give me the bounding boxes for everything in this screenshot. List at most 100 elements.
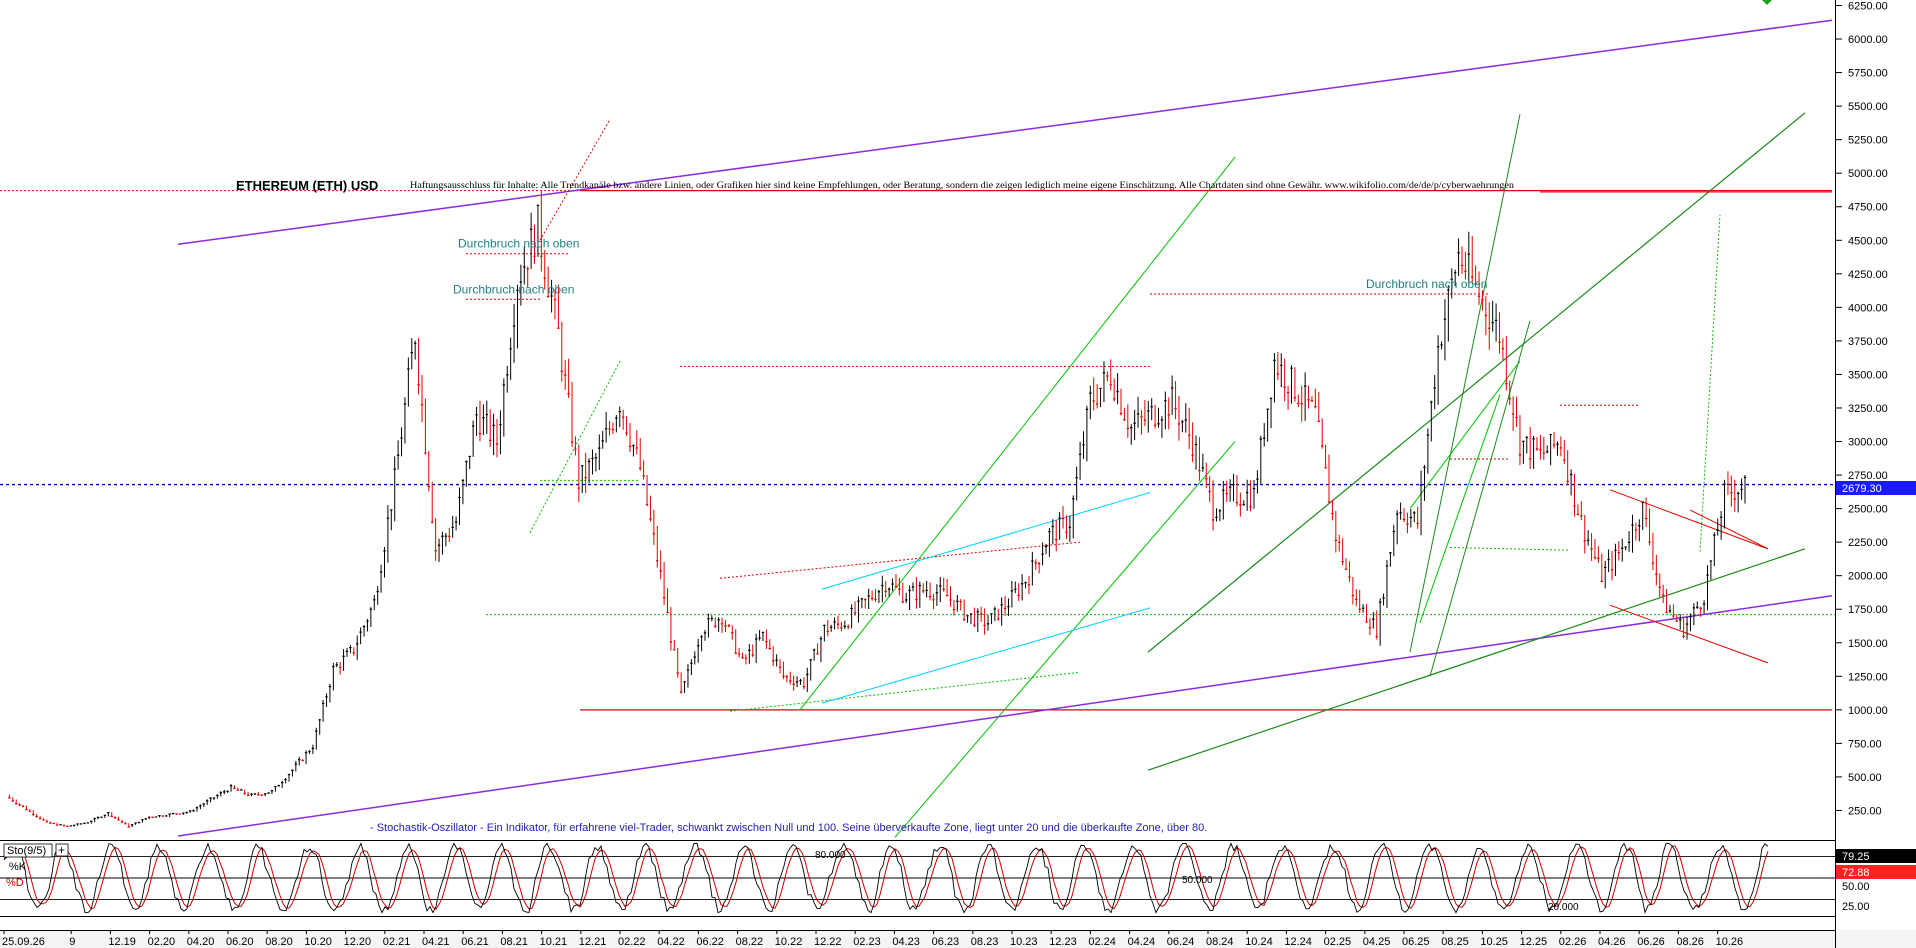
trend-line (1689, 509, 1769, 550)
trend-line (821, 492, 1151, 590)
dotted-support-line (729, 671, 1081, 712)
y-tick-label: 500.00 (1848, 772, 1882, 784)
k-label: %K (9, 861, 27, 873)
dotted-support-line (539, 119, 611, 241)
x-tick-label: 04.21 (422, 936, 450, 948)
y-tick-label: 2500.00 (1848, 504, 1888, 516)
d-last-value: 72.88 (1842, 867, 1870, 879)
y-tick-label: 3750.00 (1848, 336, 1888, 348)
x-tick-label: 10.25 (1480, 936, 1508, 948)
x-tick-label: 12.25 (1520, 936, 1548, 948)
x-tick-label: 06.21 (461, 936, 489, 948)
y-tick-label: 2750.00 (1848, 470, 1888, 482)
x-tick-label: 12.24 (1284, 936, 1312, 948)
last-price-tag: 2679.30 (1836, 481, 1916, 495)
trend-line (1609, 489, 1769, 550)
x-tick-label: 08.20 (265, 936, 293, 948)
y-tick-label: 250.00 (1848, 805, 1882, 817)
y-tick-label: 750.00 (1848, 738, 1882, 750)
stoch-tick-25: 25.00 (1842, 901, 1870, 913)
dotted-support-line (719, 541, 1081, 579)
x-tick-label: 08.26 (1676, 936, 1704, 948)
level-80-label: 80.000 (815, 850, 846, 861)
y-tick-label: 3250.00 (1848, 403, 1888, 415)
d-label: %D (6, 877, 24, 889)
trend-line (1429, 320, 1531, 677)
stochastic-panel: Sto(9/5) + %K %D 79.25 72.88 50.00 25.00… (0, 840, 1916, 917)
x-tick-label: 04.26 (1598, 936, 1626, 948)
x-tick-label: 25.09.26 (2, 936, 45, 948)
trend-line (1147, 112, 1806, 653)
x-tick-label: 04.25 (1363, 936, 1391, 948)
annotation-label: Durchbruch nach oben (453, 282, 574, 296)
trend-line (821, 607, 1151, 704)
stochastic-note: - Stochastik-Oszillator - Ein Indikator,… (370, 822, 1207, 834)
x-tick-label: 12.21 (579, 936, 607, 948)
plus-icon: + (58, 843, 65, 857)
dotted-support-line (1699, 214, 1721, 552)
x-tick-label: 10.21 (540, 936, 568, 948)
x-tick-label: 08.24 (1206, 936, 1234, 948)
y-tick-label: 2000.00 (1848, 571, 1888, 583)
stochastic-lines (3, 842, 1769, 915)
stochastic-levels (0, 855, 1836, 901)
x-tick-label: 02.22 (618, 936, 646, 948)
x-tick-label: 02.24 (1088, 936, 1116, 948)
trend-line (1409, 114, 1521, 653)
x-tick-label: 9 (69, 936, 75, 948)
stochastic-expand-button[interactable] (55, 843, 69, 857)
y-axis: 250.00 500.00 750.00 1000.00 1250.00 1500.00 1… (1836, 1, 1888, 817)
y-tick-label: 5000.00 (1848, 168, 1888, 180)
x-tick-label: 10.24 (1245, 936, 1273, 948)
x-tick-label: 06.25 (1402, 936, 1430, 948)
x-tick-label: 02.25 (1324, 936, 1352, 948)
stochastic-k-line (3, 842, 1769, 915)
x-tick-label: 12.23 (1049, 936, 1077, 948)
x-tick-label: 08.22 (736, 936, 764, 948)
y-tick-label: 3000.00 (1848, 437, 1888, 449)
x-tick-label: 08.23 (971, 936, 999, 948)
trendlines (0, 19, 1836, 838)
y-tick-label: 4750.00 (1848, 202, 1888, 214)
x-tick-label: 08.21 (500, 936, 528, 948)
x-tick-label: 08.25 (1441, 936, 1469, 948)
trend-line (894, 441, 1236, 838)
x-tick-label: 10.22 (775, 936, 803, 948)
trend-line (1409, 360, 1521, 509)
x-tick-label: 10.23 (1010, 936, 1038, 948)
x-axis: 25.09.26 9 12.19 02.20 04.20 06.20 08.20 10.20 1… (2, 930, 1743, 948)
y-tick-label: 4250.00 (1848, 269, 1888, 281)
y-tick-label: 4000.00 (1848, 302, 1888, 314)
x-tick-label: 04.23 (892, 936, 920, 948)
y-tick-label: 6000.00 (1848, 34, 1888, 46)
y-tick-label: 4500.00 (1848, 235, 1888, 247)
x-tick-label: 02.26 (1559, 936, 1587, 948)
x-tick-label: 12.22 (814, 936, 842, 948)
x-tick-label: 12.20 (344, 936, 372, 948)
x-tick-label: 10.26 (1716, 936, 1744, 948)
y-tick-label: 5750.00 (1848, 68, 1888, 80)
x-tick-label: 10.20 (304, 936, 332, 948)
annotations: Durchbruch nach oben Durchbruch nach oben… (453, 237, 1487, 297)
x-tick-label: 04.22 (657, 936, 685, 948)
y-tick-label: 1250.00 (1848, 671, 1888, 683)
trend-line (1419, 394, 1501, 623)
x-tick-label: 06.20 (226, 936, 254, 948)
level-20-label: 20.000 (1548, 902, 1579, 913)
trend-line (799, 156, 1236, 711)
x-tick-label: 02.23 (853, 936, 881, 948)
x-tick-label: 04.20 (187, 936, 215, 948)
x-tick-label: 06.23 (932, 936, 960, 948)
trend-line (177, 595, 1833, 837)
level-50-label: 50.000 (1182, 875, 1213, 886)
last-price-label: 2679.30 (1842, 483, 1882, 495)
chart-subtitle: Haftungsausschluss für Inhalte: Alle Tre… (410, 180, 1514, 190)
x-tick-label: 12.19 (108, 936, 136, 948)
y-tick-label: 6250.00 (1848, 1, 1888, 13)
price-series (8, 191, 1747, 828)
y-tick-label: 5500.00 (1848, 101, 1888, 113)
stochastic-title: Sto(9/5) (7, 845, 46, 857)
trend-line (1147, 548, 1806, 771)
